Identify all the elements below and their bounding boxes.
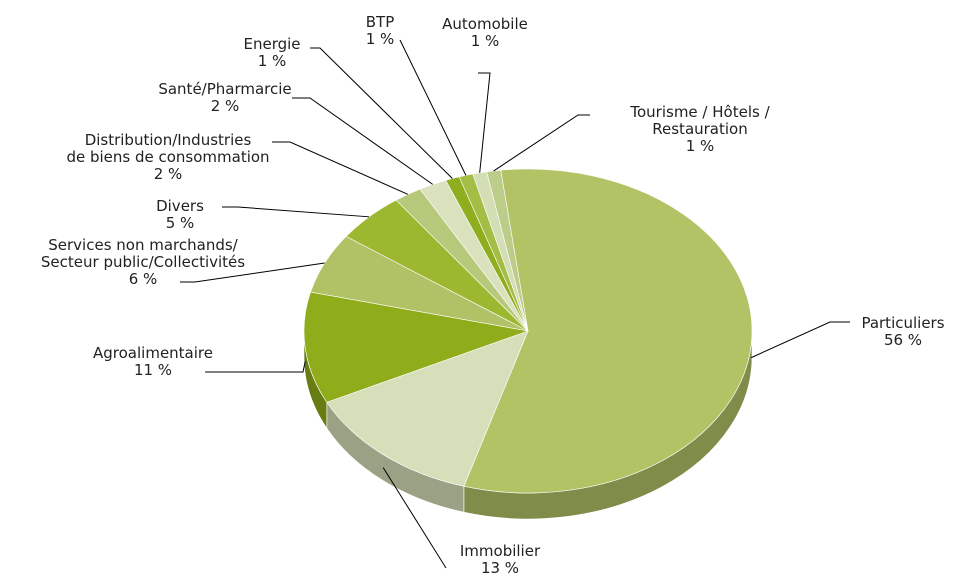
value-label: 11 % [133,361,173,379]
leader-line [205,361,306,373]
leader-line [751,321,850,359]
slice-label: Tourisme / Hôtels / Restauration 1 % [630,104,769,155]
value-label: 1 % [257,52,287,70]
leader-line [180,262,325,283]
category-label: Energie [243,35,301,53]
slice [326,330,529,487]
value-label: 56 % [883,331,923,349]
category-label: Tourisme / Hôtels / Restauration [630,103,770,138]
value-label: 2 % [210,97,240,115]
value-label: 1 % [685,137,715,155]
category-label: Distribution/Industries de biens de cons… [66,131,270,166]
category-label: BTP [365,13,395,31]
slice [463,168,753,494]
leader-line [382,467,447,569]
value-label: 5 % [165,214,195,232]
value-label: 2 % [153,165,183,183]
leader-line [399,39,467,176]
leader-line [310,47,453,179]
slice-label: Distribution/Industries de biens de cons… [66,132,269,183]
leader-line [493,114,590,172]
value-label: 13 % [480,559,520,577]
slice-label: Divers 5 % [156,198,204,232]
slice [303,291,530,403]
category-label: Agroalimentaire [93,344,213,362]
leader-line [478,72,491,173]
leader-line [272,141,408,195]
category-label: Divers [156,197,204,215]
slice-label: Services non marchands/ Secteur public/C… [41,237,245,288]
slice-label: Particuliers 56 % [861,315,944,349]
slice-label: BTP 1 % [366,14,395,48]
slice-label: Santé/Pharmarcie 2 % [158,81,291,115]
slice [486,169,529,332]
value-label: 6 % [128,270,158,288]
category-label: Santé/Pharmarcie [158,80,292,98]
slice-label: Energie 1 % [243,36,300,70]
leader-line [222,206,370,218]
leader-line [292,97,433,185]
value-label: 1 % [470,32,500,50]
slice-label: Immobilier 13 % [460,543,540,577]
category-label: Automobile [442,15,528,33]
category-label: Immobilier [459,542,541,560]
category-label: Particuliers [861,314,945,332]
slice-label: Agroalimentaire 11 % [93,345,213,379]
category-label: Services non marchands/ Secteur public/C… [40,236,246,271]
slice-label: Automobile 1 % [442,16,528,50]
value-label: 1 % [365,30,395,48]
